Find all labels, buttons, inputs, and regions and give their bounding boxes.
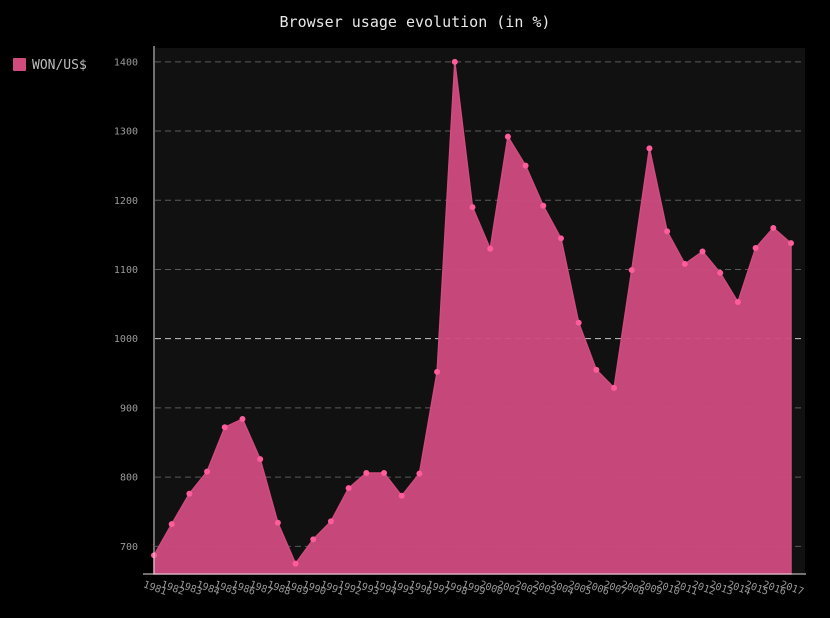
- y-tick-label: 1400: [114, 57, 138, 68]
- x-axis-ticks: 1981198219831984198519861987198819891990…: [142, 579, 805, 598]
- data-points: [151, 58, 794, 567]
- data-point-1998[interactable]: [451, 58, 458, 65]
- data-point-1994[interactable]: [381, 469, 388, 476]
- data-point-1997[interactable]: [434, 368, 441, 375]
- data-point-1985[interactable]: [221, 424, 228, 431]
- y-tick-label: 1300: [114, 127, 138, 138]
- data-point-1999[interactable]: [469, 204, 476, 211]
- data-point-2005[interactable]: [575, 319, 582, 326]
- legend-swatch: [13, 58, 26, 71]
- data-point-1995[interactable]: [398, 492, 405, 499]
- data-point-1990[interactable]: [310, 536, 317, 543]
- legend: WON/US$: [13, 58, 87, 73]
- y-tick-label: 1100: [114, 265, 138, 276]
- data-point-1983[interactable]: [186, 490, 193, 497]
- y-tick-label: 900: [120, 403, 138, 414]
- data-point-1984[interactable]: [204, 468, 211, 475]
- data-point-2013[interactable]: [717, 269, 724, 276]
- y-tick-label: 800: [120, 473, 138, 484]
- y-tick-label: 1200: [114, 196, 138, 207]
- data-point-1982[interactable]: [168, 521, 175, 528]
- data-point-2009[interactable]: [646, 145, 653, 152]
- data-point-2006[interactable]: [593, 366, 600, 373]
- data-point-1989[interactable]: [292, 560, 299, 567]
- data-point-2017[interactable]: [788, 240, 794, 247]
- series-area: [153, 61, 792, 575]
- data-point-2015[interactable]: [752, 245, 759, 252]
- data-point-1991[interactable]: [327, 518, 334, 525]
- data-point-2002[interactable]: [522, 162, 529, 169]
- data-point-2014[interactable]: [734, 299, 741, 306]
- data-point-2007[interactable]: [611, 384, 618, 391]
- y-tick-label: 1000: [114, 334, 138, 345]
- legend-label: WON/US$: [32, 58, 87, 73]
- data-point-1993[interactable]: [363, 469, 370, 476]
- y-axis-ticks: 700 800 900 1000 1100 1200 1300 1400: [114, 57, 138, 552]
- data-point-2004[interactable]: [557, 235, 564, 242]
- data-point-2016[interactable]: [770, 224, 777, 231]
- data-point-2011[interactable]: [681, 260, 688, 267]
- data-point-1988[interactable]: [274, 519, 281, 526]
- data-point-2003[interactable]: [540, 202, 547, 209]
- data-point-2008[interactable]: [628, 267, 635, 274]
- data-point-2001[interactable]: [504, 133, 511, 140]
- y-tick-label: 700: [120, 542, 138, 553]
- data-point-1986[interactable]: [239, 415, 246, 422]
- series-area-fill: [153, 61, 792, 575]
- data-point-2012[interactable]: [699, 248, 706, 255]
- data-point-2000[interactable]: [487, 245, 494, 252]
- data-point-2010[interactable]: [664, 228, 671, 235]
- data-point-1996[interactable]: [416, 470, 423, 477]
- chart-title: Browser usage evolution (in %): [280, 13, 551, 31]
- data-point-1987[interactable]: [257, 456, 264, 463]
- data-point-1992[interactable]: [345, 485, 352, 492]
